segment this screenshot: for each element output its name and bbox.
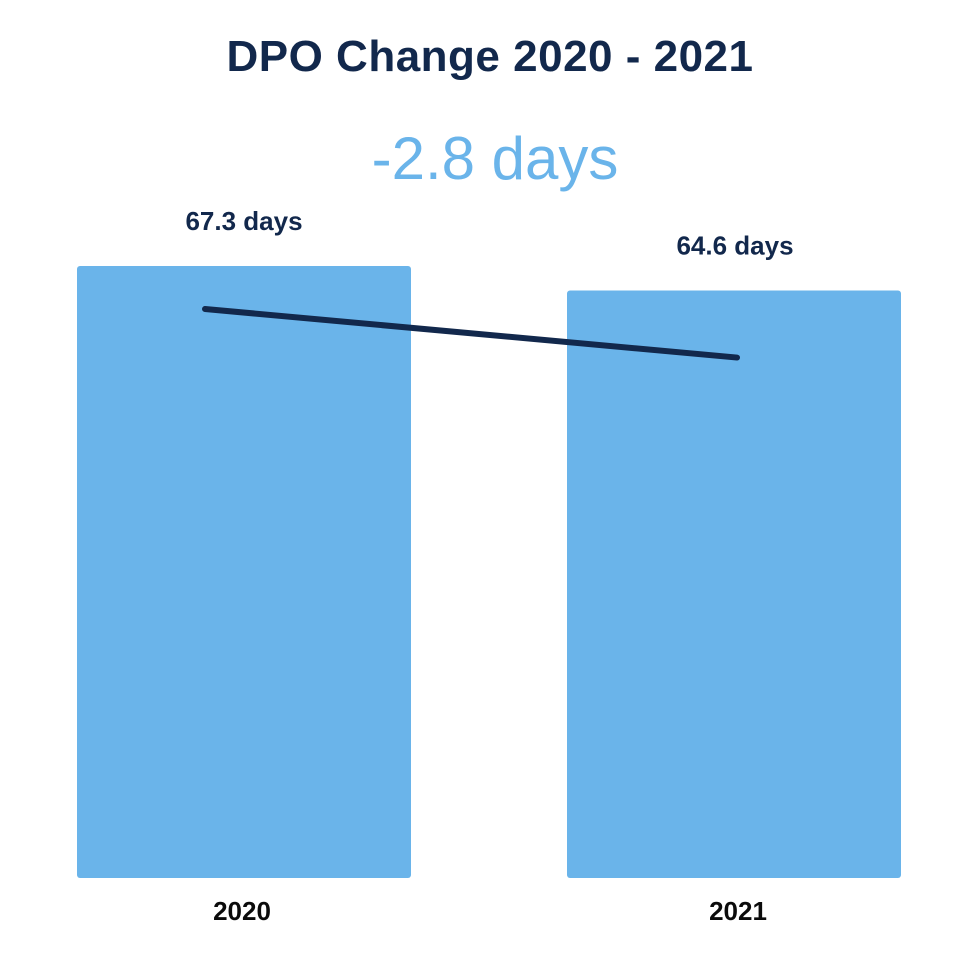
- data-label-2020: 67.3 days: [185, 206, 302, 236]
- bars-layer: [77, 266, 901, 878]
- data-label-2021: 64.6 days: [676, 231, 793, 261]
- bar-2020: [77, 266, 411, 878]
- trend-line: [202, 306, 740, 361]
- trend-line-layer: [202, 306, 740, 361]
- chart-subtitle-change: -2.8 days: [371, 125, 619, 192]
- chart-title: DPO Change 2020 - 2021: [226, 32, 754, 81]
- labels-layer: 67.3 days 2020 64.6 days 2021: [185, 206, 793, 926]
- x-tick-label-2020: 2020: [213, 896, 271, 926]
- x-tick-label-2021: 2021: [709, 896, 767, 926]
- bar-2021: [567, 290, 901, 878]
